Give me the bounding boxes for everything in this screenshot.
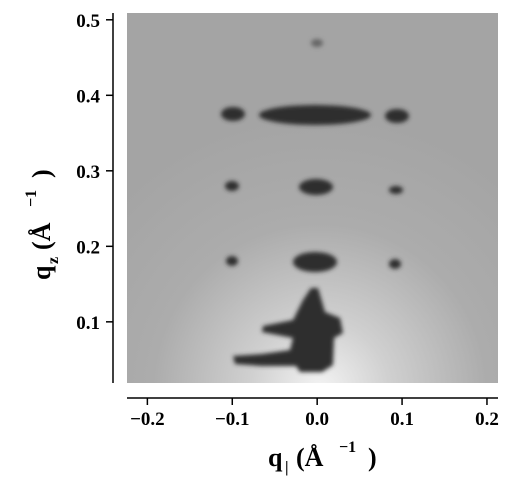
y-label-close: ) bbox=[27, 169, 56, 178]
x-label-exponent: −1 bbox=[339, 439, 356, 456]
x-label-subscript: | bbox=[285, 459, 289, 476]
y-label-unit: (Å bbox=[27, 222, 56, 250]
x-label-close: ) bbox=[368, 443, 377, 472]
y-label-symbol: q bbox=[27, 265, 56, 280]
y-axis-label: q z (Å −1 ) bbox=[23, 169, 62, 280]
x-tick-label: −0.2 bbox=[130, 409, 165, 430]
intensity-spots bbox=[221, 39, 409, 372]
x-tick-label: 0.0 bbox=[305, 409, 329, 430]
x-tick-label: −0.1 bbox=[215, 409, 250, 430]
y-label-subscript: z bbox=[45, 257, 62, 264]
y-tick-label: 0.4 bbox=[76, 86, 100, 107]
x-label-symbol: q bbox=[268, 443, 283, 472]
x-tick-label: 0.1 bbox=[390, 409, 414, 430]
y-tick-label: 0.1 bbox=[76, 313, 100, 334]
y-tick-label: 0.5 bbox=[76, 11, 100, 32]
x-tick-label: 0.2 bbox=[475, 409, 499, 430]
y-tick-label: 0.2 bbox=[76, 237, 100, 258]
x-axis-label: q | (Å −1 ) bbox=[268, 439, 377, 476]
scattering-image bbox=[127, 13, 498, 383]
y-tick-label: 0.3 bbox=[76, 162, 100, 183]
y-label-exponent: −1 bbox=[23, 190, 40, 207]
x-label-unit: (Å bbox=[296, 443, 324, 472]
